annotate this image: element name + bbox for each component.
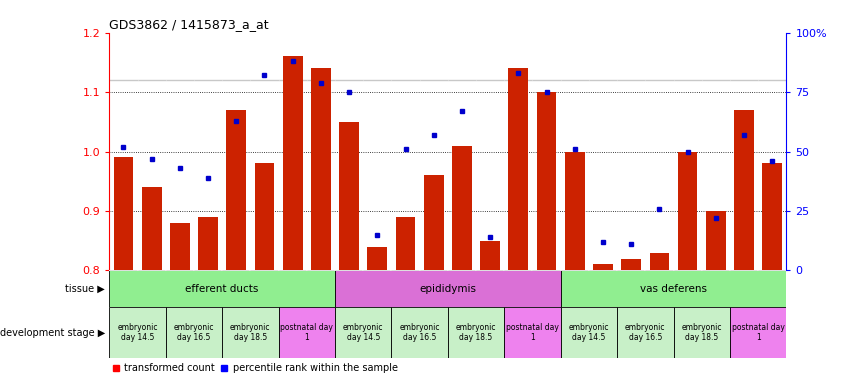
Text: embryonic
day 14.5: embryonic day 14.5 xyxy=(569,323,609,342)
Bar xyxy=(617,270,645,271)
Bar xyxy=(166,307,222,358)
Bar xyxy=(730,270,758,271)
Text: embryonic
day 16.5: embryonic day 16.5 xyxy=(174,323,214,342)
Bar xyxy=(339,122,359,270)
Bar xyxy=(420,270,447,271)
Bar xyxy=(363,270,391,271)
Bar xyxy=(447,270,476,271)
Text: embryonic
day 18.5: embryonic day 18.5 xyxy=(456,323,496,342)
Bar xyxy=(368,247,387,270)
Bar xyxy=(170,223,190,270)
Bar xyxy=(335,307,391,358)
Bar xyxy=(649,253,669,270)
Text: postnatal day
1: postnatal day 1 xyxy=(506,323,559,342)
Bar xyxy=(424,175,443,270)
Bar xyxy=(335,270,363,271)
Bar xyxy=(476,270,505,271)
Text: transformed count: transformed count xyxy=(124,363,215,373)
Bar xyxy=(166,270,194,271)
Bar xyxy=(138,270,166,271)
Bar xyxy=(678,152,697,270)
Bar xyxy=(198,217,218,270)
Bar xyxy=(762,164,782,270)
Bar xyxy=(701,270,730,271)
Bar xyxy=(283,56,303,270)
Bar xyxy=(505,307,561,358)
Bar xyxy=(565,152,584,270)
Bar xyxy=(391,270,420,271)
Text: embryonic
day 14.5: embryonic day 14.5 xyxy=(117,323,158,342)
Text: postnatal day
1: postnatal day 1 xyxy=(732,323,785,342)
Text: tissue ▶: tissue ▶ xyxy=(66,284,105,294)
Text: embryonic
day 18.5: embryonic day 18.5 xyxy=(681,323,722,342)
Bar xyxy=(532,270,561,271)
Bar xyxy=(561,270,786,307)
Bar xyxy=(561,307,617,358)
Bar xyxy=(509,68,528,270)
Bar xyxy=(617,307,674,358)
Text: embryonic
day 16.5: embryonic day 16.5 xyxy=(399,323,440,342)
Bar xyxy=(561,270,589,271)
Bar xyxy=(505,270,532,271)
Bar xyxy=(674,270,701,271)
Text: embryonic
day 16.5: embryonic day 16.5 xyxy=(625,323,665,342)
Bar xyxy=(109,270,335,307)
Bar xyxy=(278,270,307,271)
Bar xyxy=(706,211,726,270)
Bar xyxy=(480,241,500,270)
Bar xyxy=(621,258,641,270)
Text: epididymis: epididymis xyxy=(420,284,476,294)
Text: vas deferens: vas deferens xyxy=(640,284,707,294)
Bar xyxy=(114,157,134,270)
Bar xyxy=(593,265,613,270)
Text: efferent ducts: efferent ducts xyxy=(186,284,259,294)
Text: percentile rank within the sample: percentile rank within the sample xyxy=(233,363,398,373)
Bar xyxy=(251,270,278,271)
Text: embryonic
day 18.5: embryonic day 18.5 xyxy=(230,323,271,342)
Bar xyxy=(142,187,161,270)
Bar xyxy=(589,270,617,271)
Bar xyxy=(447,307,505,358)
Bar xyxy=(730,307,786,358)
Bar xyxy=(194,270,222,271)
Bar xyxy=(391,307,447,358)
Bar xyxy=(537,92,557,270)
Text: postnatal day
1: postnatal day 1 xyxy=(280,323,333,342)
Bar xyxy=(452,146,472,270)
Bar xyxy=(278,307,335,358)
Text: embryonic
day 14.5: embryonic day 14.5 xyxy=(343,323,383,342)
Bar xyxy=(109,270,138,271)
Bar xyxy=(674,307,730,358)
Bar xyxy=(222,270,251,271)
Bar xyxy=(645,270,674,271)
Bar xyxy=(255,164,274,270)
Bar xyxy=(758,270,786,271)
Text: development stage ▶: development stage ▶ xyxy=(0,328,105,338)
Bar xyxy=(395,217,415,270)
Bar xyxy=(222,307,278,358)
Bar xyxy=(311,68,331,270)
Bar xyxy=(226,110,246,270)
Bar xyxy=(734,110,754,270)
Bar xyxy=(307,270,335,271)
Bar xyxy=(109,307,166,358)
Bar xyxy=(335,270,561,307)
Text: GDS3862 / 1415873_a_at: GDS3862 / 1415873_a_at xyxy=(109,18,269,31)
